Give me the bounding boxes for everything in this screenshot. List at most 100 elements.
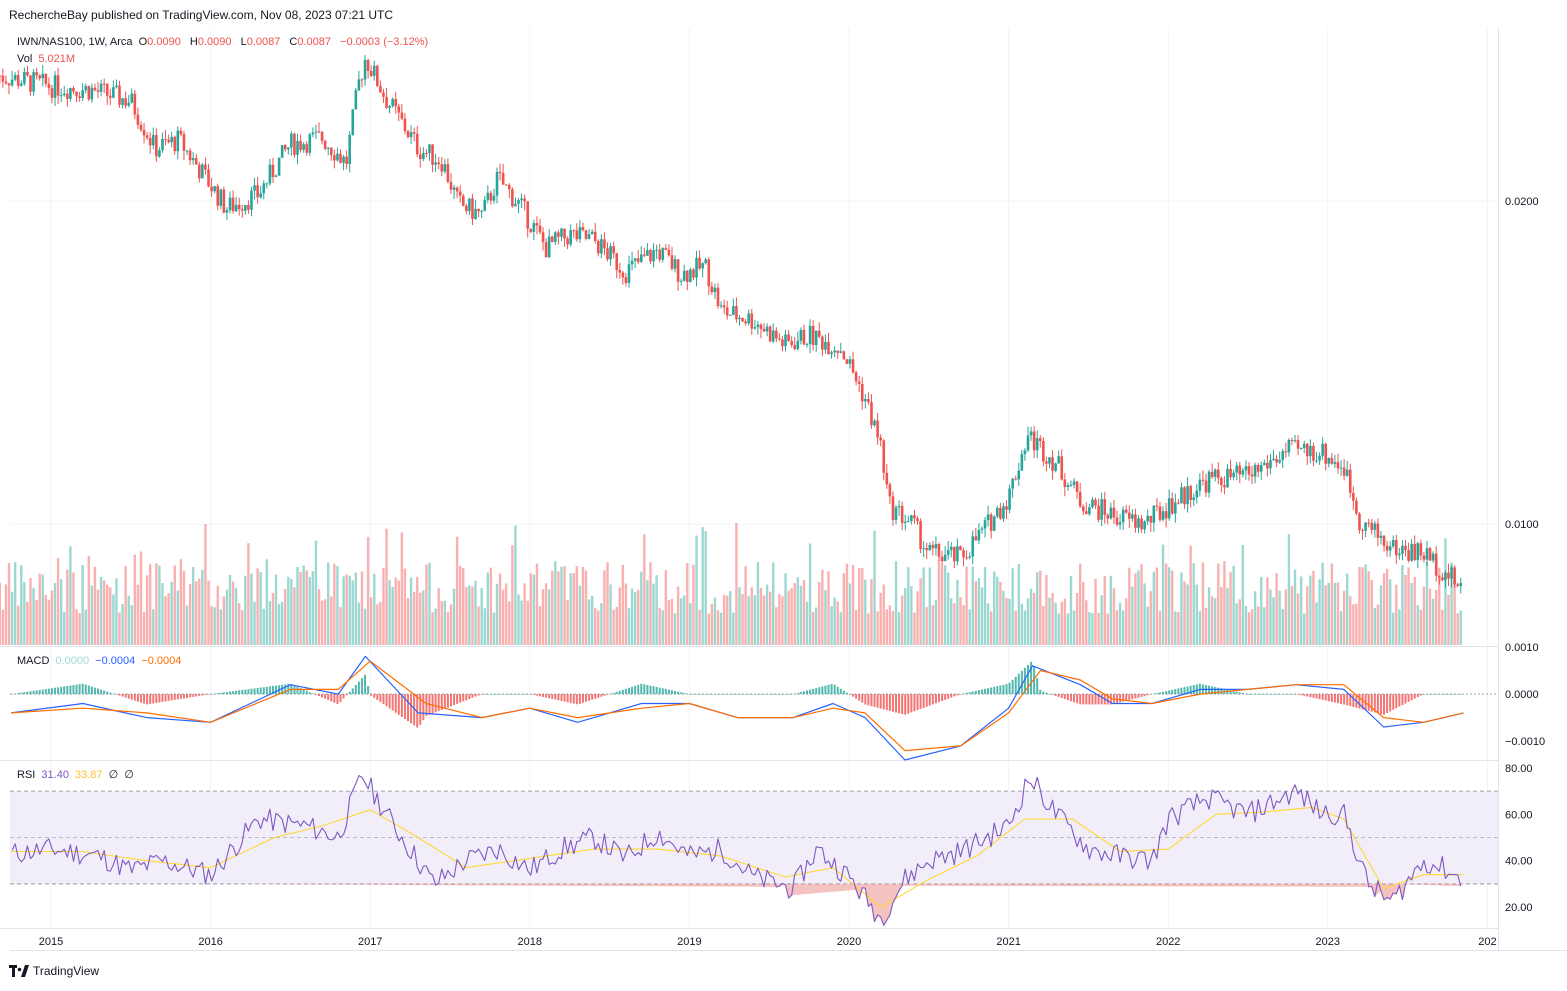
volume-bar xyxy=(937,560,941,645)
candle-body xyxy=(910,515,913,522)
candle-body xyxy=(891,496,895,520)
candle-body xyxy=(655,249,658,251)
macd-histogram-bar xyxy=(305,690,308,695)
volume-bar xyxy=(1401,565,1404,645)
candle-body xyxy=(857,381,861,384)
candle-body xyxy=(762,328,766,332)
macd-histogram-bar xyxy=(974,690,977,695)
volume-bar xyxy=(290,578,293,645)
macd-histogram-bar xyxy=(953,694,956,697)
candle-body xyxy=(458,191,462,196)
macd-histogram-bar xyxy=(1379,694,1382,715)
macd-histogram-bar xyxy=(1297,694,1300,695)
macd-histogram-bar xyxy=(1281,694,1284,695)
volume-bar xyxy=(302,565,305,645)
volume-bar xyxy=(1272,597,1275,645)
candle-body xyxy=(62,93,66,96)
volume-bar xyxy=(649,562,652,645)
volume-bar xyxy=(342,576,345,645)
candle-body xyxy=(532,223,536,232)
tradingview-logo[interactable]: TradingView xyxy=(9,964,99,978)
candle-body xyxy=(787,334,790,341)
volume-bar xyxy=(59,579,63,645)
macd-histogram-bar xyxy=(634,685,637,695)
candle-body xyxy=(983,520,987,529)
candle-body xyxy=(366,59,370,72)
volume-bar xyxy=(962,605,965,645)
candle-body xyxy=(1177,502,1180,504)
macd-histogram-bar xyxy=(1100,694,1103,705)
volume-bar xyxy=(1143,583,1146,645)
volume-label[interactable]: Vol xyxy=(17,53,33,65)
candle-body xyxy=(707,259,711,287)
macd-axis-label: 0.0000 xyxy=(1505,689,1539,701)
macd-histogram-bar xyxy=(143,694,146,704)
volume-bar xyxy=(1388,579,1392,645)
candle-body xyxy=(1048,457,1051,464)
candle-body xyxy=(839,351,843,353)
macd-histogram-bar xyxy=(90,686,93,695)
volume-bar xyxy=(1020,603,1024,645)
volume-bar xyxy=(637,589,640,645)
macd-histogram-bar xyxy=(1361,694,1364,710)
candle-body xyxy=(992,516,996,531)
candle-body xyxy=(262,183,266,194)
candle-body xyxy=(1091,499,1094,508)
candle-body xyxy=(679,280,683,282)
volume-bar xyxy=(247,543,250,645)
volume-bar xyxy=(458,565,462,645)
macd-histogram-bar xyxy=(41,689,44,695)
macd-histogram-bar xyxy=(496,694,499,695)
macd-histogram-bar xyxy=(333,694,336,703)
candle-body xyxy=(664,248,668,250)
candle-body xyxy=(320,132,324,141)
candle-body xyxy=(167,139,170,143)
volume-bar xyxy=(1115,610,1119,645)
candle-body xyxy=(173,136,177,152)
macd-histogram-bar xyxy=(925,694,928,707)
volume-bar xyxy=(327,562,330,645)
volume-bar xyxy=(845,563,849,645)
macd-histogram-bar xyxy=(944,694,947,700)
volume-bar xyxy=(360,571,364,645)
volume-bar xyxy=(554,561,557,645)
candle-body xyxy=(329,147,333,156)
candle-body xyxy=(517,200,520,204)
volume-bar xyxy=(256,568,259,645)
candle-body xyxy=(244,204,247,211)
volume-bar xyxy=(66,569,69,645)
volume-bar xyxy=(756,562,760,645)
macd-histogram-bar xyxy=(1030,661,1033,695)
volume-bar xyxy=(170,581,173,645)
volume-bar xyxy=(53,582,57,645)
volume-bars xyxy=(0,523,1462,645)
rsi-label[interactable]: RSI xyxy=(17,769,36,781)
candle-body xyxy=(633,258,637,261)
volume-bar xyxy=(1189,545,1192,645)
macd-histogram-bar xyxy=(327,694,330,701)
candle-body xyxy=(1100,499,1103,520)
volume-bar xyxy=(4,584,8,645)
macd-histogram-bar xyxy=(1346,694,1349,706)
candle-body xyxy=(523,198,526,202)
legend-symbol[interactable]: IWN/NAS100, 1W, Arca xyxy=(17,36,133,48)
candle-body xyxy=(394,98,398,107)
macd-histogram-bar xyxy=(1116,694,1119,704)
macd-histogram-bar xyxy=(848,694,851,695)
volume-bar xyxy=(661,610,664,645)
candle-body xyxy=(428,144,431,153)
macd-histogram-bar xyxy=(477,694,480,696)
volume-bar xyxy=(1290,586,1294,645)
macd-histogram-bar xyxy=(1131,694,1134,700)
volume-bar xyxy=(618,587,621,645)
candle-body xyxy=(903,521,907,523)
macd-histogram-bar xyxy=(781,694,784,695)
macd-histogram-bar xyxy=(1275,694,1278,695)
macd-histogram-bar xyxy=(674,690,677,695)
candle-body xyxy=(999,507,1002,519)
candle-body xyxy=(885,472,889,485)
volume-bar xyxy=(323,599,327,645)
macd-histogram-bar xyxy=(136,694,139,702)
macd-label[interactable]: MACD xyxy=(17,655,50,667)
